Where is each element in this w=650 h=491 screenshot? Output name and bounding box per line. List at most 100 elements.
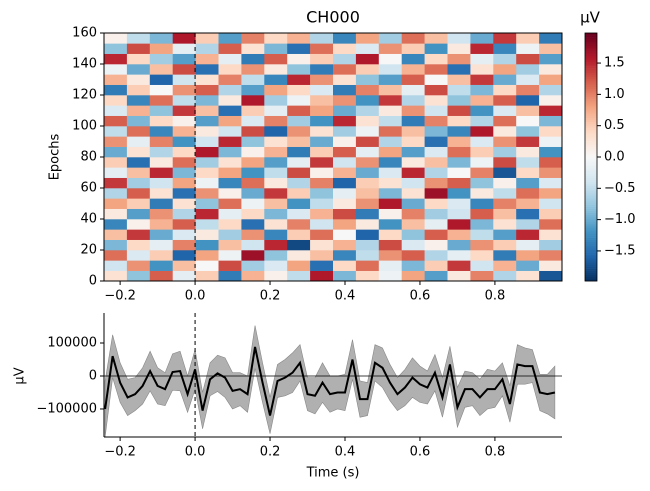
- heatmap-cell: [149, 33, 173, 44]
- mean-line: [104, 346, 556, 416]
- heatmap-cell: [516, 208, 540, 220]
- heatmap-cell: [264, 188, 288, 199]
- heatmap-cell: [539, 53, 563, 65]
- heatmap-cell: [424, 239, 448, 251]
- heatmap-cell: [378, 146, 402, 158]
- heatmap-cell: [424, 43, 448, 54]
- colorbar-step: [585, 134, 597, 137]
- heatmap-cell: [195, 64, 219, 75]
- heatmap-cell: [172, 167, 196, 178]
- heatmap-cell: [424, 95, 448, 106]
- colorbar-step: [585, 99, 597, 102]
- colorbar-tick-label: −0.5: [604, 181, 636, 196]
- heatmap-cell: [539, 208, 563, 220]
- colorbar-step: [585, 231, 597, 234]
- heatmap-cell: [287, 105, 311, 116]
- heatmap-cell: [241, 53, 265, 65]
- x-tick-label: 0.2: [260, 445, 281, 460]
- heatmap-cell: [355, 146, 380, 158]
- heatmap-cell: [378, 136, 402, 147]
- heatmap-cell: [287, 188, 311, 199]
- heatmap-cell: [516, 53, 540, 65]
- heatmap-cell: [378, 229, 402, 240]
- heatmap-cell: [310, 146, 334, 158]
- heatmap-cell: [355, 115, 380, 127]
- heatmap-cell: [218, 188, 242, 199]
- heatmap-cell: [287, 239, 311, 251]
- heatmap-cell: [264, 115, 288, 127]
- heatmap-cell: [493, 33, 517, 44]
- heatmap-cell: [378, 74, 402, 85]
- heatmap-cell: [126, 260, 151, 271]
- heatmap-cell: [172, 53, 196, 65]
- heatmap-cell: [126, 219, 151, 230]
- heatmap-cell: [264, 95, 288, 106]
- heatmap-cell: [126, 126, 151, 137]
- heatmap-cell: [310, 239, 334, 251]
- heatmap-cell: [241, 126, 265, 137]
- heatmap-cell: [333, 188, 357, 199]
- heatmap-cell: [287, 208, 311, 220]
- heatmap-cell: [218, 33, 242, 44]
- heatmap-cell: [172, 33, 196, 44]
- heatmap-cell: [287, 43, 311, 54]
- heatmap-cell: [424, 219, 448, 230]
- heatmap-cell: [333, 136, 357, 147]
- colorbar-step: [585, 113, 597, 116]
- heatmap-cell: [126, 198, 151, 209]
- heatmap-cell: [287, 53, 311, 65]
- heatmap-cell: [126, 115, 151, 127]
- heatmap-cell: [539, 239, 563, 251]
- heatmap-cell: [401, 74, 425, 85]
- heatmap-cell: [287, 95, 311, 106]
- colorbar-step: [585, 138, 597, 141]
- heatmap-cell: [424, 136, 448, 147]
- heatmap-cell: [172, 74, 196, 85]
- colorbar-step: [585, 152, 597, 156]
- heatmap-cell: [241, 239, 265, 251]
- colorbar-step: [585, 264, 597, 267]
- colorbar-step: [585, 82, 597, 85]
- heatmap-cell: [264, 146, 288, 158]
- heatmap-cell: [470, 260, 494, 271]
- heatmap-cell: [104, 74, 128, 85]
- colorbar-step: [585, 266, 597, 269]
- colorbar-step: [585, 250, 597, 253]
- colorbar-step: [585, 51, 597, 54]
- heatmap-cell: [333, 95, 357, 106]
- heatmap-cell: [424, 198, 448, 209]
- heatmap-cell: [424, 188, 448, 199]
- colorbar-step: [585, 254, 597, 257]
- heatmap-cell: [149, 53, 173, 65]
- colorbar-step: [585, 66, 597, 69]
- heatmap-cell: [493, 157, 517, 168]
- heatmap-cell: [264, 53, 288, 65]
- heatmap-cell: [241, 219, 265, 230]
- heatmap-cell: [493, 126, 517, 137]
- heatmap-cell: [378, 95, 402, 106]
- colorbar-step: [585, 188, 597, 191]
- colorbar-step: [585, 123, 597, 127]
- heatmap-cell: [172, 115, 196, 127]
- heatmap-cell: [287, 177, 311, 189]
- heatmap-cell: [470, 198, 494, 209]
- colorbar-step: [585, 45, 597, 48]
- heatmap-cell: [424, 74, 448, 85]
- heatmap-cell: [470, 188, 494, 199]
- colorbar-tick-label: −1.0: [604, 212, 636, 227]
- heatmap-cell: [516, 250, 540, 261]
- heatmap-cell: [470, 146, 494, 158]
- heatmap-cell: [447, 95, 471, 106]
- heatmap-cell: [470, 74, 494, 85]
- heatmap-cell: [539, 105, 563, 116]
- heatmap-cell: [493, 74, 517, 85]
- colorbar-step: [585, 210, 597, 214]
- heatmap-cell: [264, 219, 288, 230]
- heatmap-cell: [447, 167, 471, 178]
- heatmap-cell: [539, 188, 563, 199]
- heatmap-cell: [218, 270, 242, 282]
- heatmap-cell: [264, 229, 288, 240]
- heatmap-cell: [241, 188, 265, 199]
- heatmap-cell: [447, 43, 471, 54]
- heatmap-cell: [516, 136, 540, 147]
